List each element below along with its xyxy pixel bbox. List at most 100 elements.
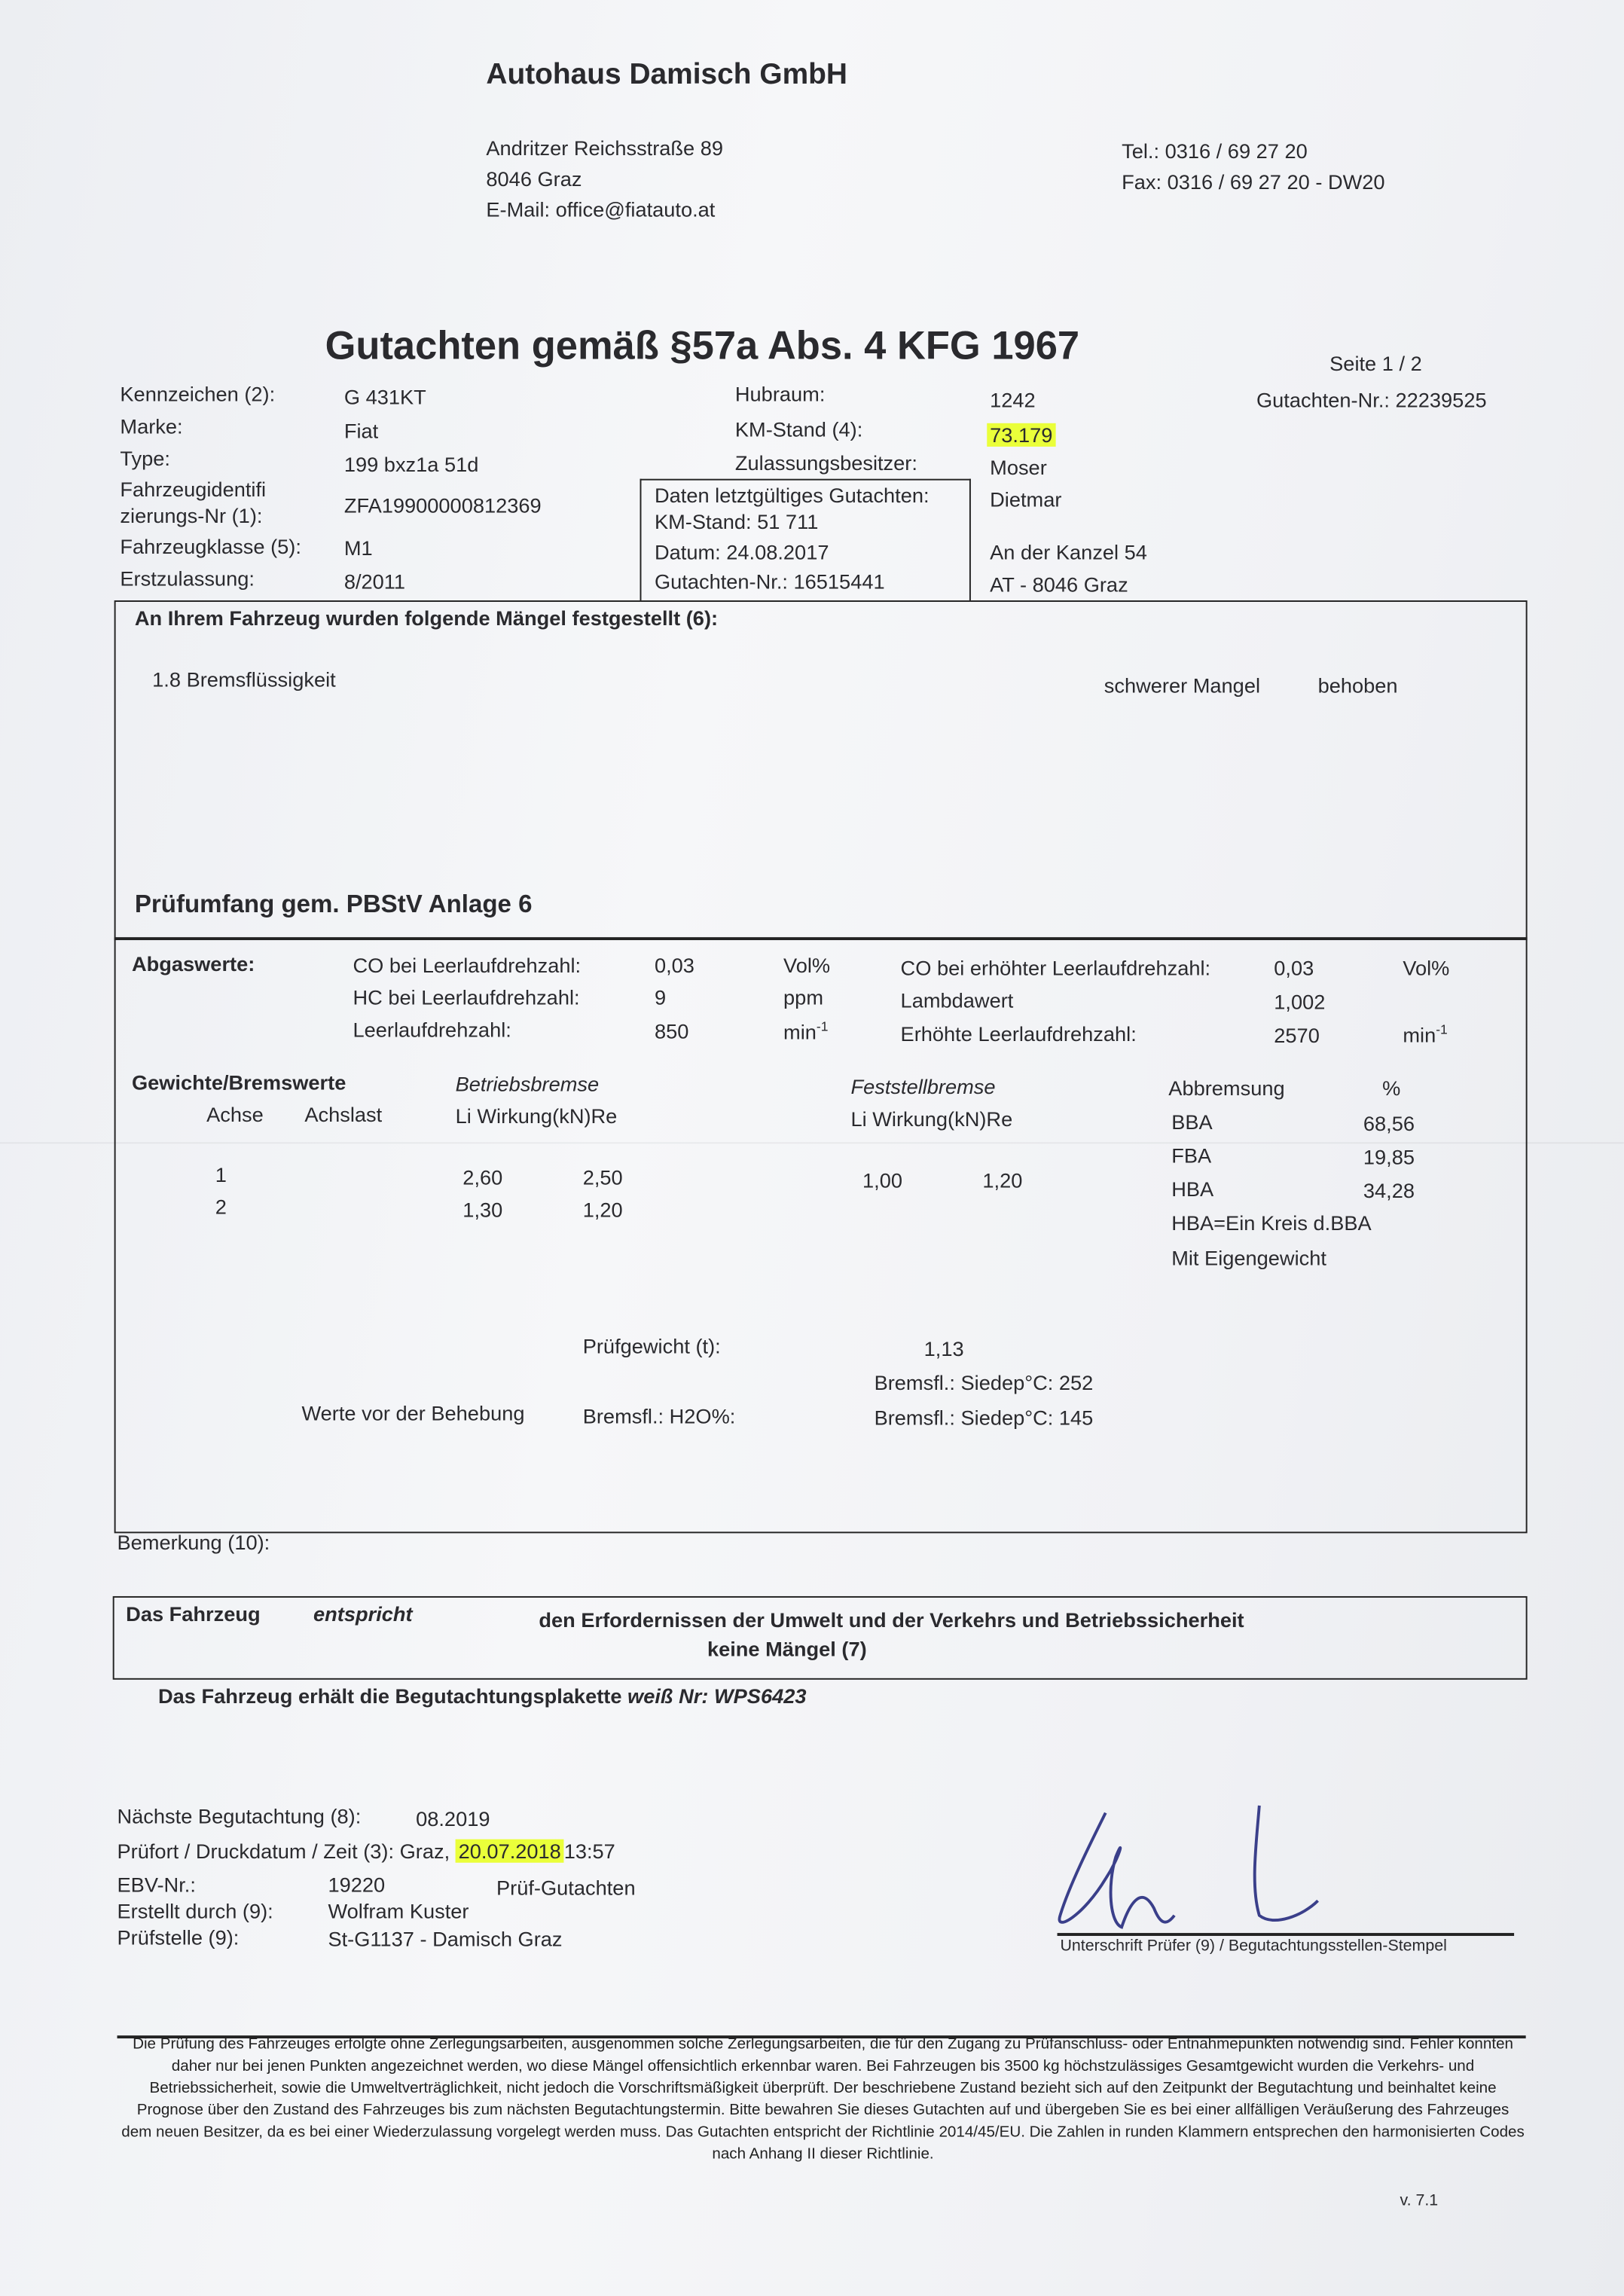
value: 1,13 [923, 1336, 964, 1360]
boiling-point: Bremsfl.: Siedep°C: 252 [874, 1370, 1094, 1394]
ratio-value: 19,85 [1363, 1145, 1415, 1169]
unit-exponent: -1 [1436, 1021, 1448, 1037]
parking-brake-heading: Feststellbremse [850, 1074, 996, 1098]
label: CO bei Leerlaufdrehzahl: [353, 953, 582, 977]
unit-text: min [783, 1020, 817, 1044]
label: Zulassungsbesitzer: [734, 450, 917, 475]
value: St-G1137 - Damisch Graz [328, 1927, 563, 1951]
unit: Vol% [1403, 956, 1450, 980]
value: 1,002 [1274, 990, 1326, 1014]
effect-heading: Li Wirkung(kN)Re [455, 1104, 618, 1128]
date-highlighted: 20.07.2018 [455, 1839, 564, 1863]
value: 2570 [1274, 1023, 1320, 1047]
signature-line [1057, 1933, 1515, 1936]
time: 13:57 [563, 1839, 615, 1863]
result-text: Das Fahrzeug [126, 1601, 261, 1626]
exhaust-label: Abgaswerte: [131, 951, 255, 975]
ratio-value: 34,28 [1363, 1178, 1415, 1203]
previous-date: Datum: 24.08.2017 [654, 540, 829, 564]
signature-icon [1058, 1805, 1319, 1929]
result-verdict: entspricht [313, 1601, 413, 1626]
defect-name: 1.8 Bremsflüssigkeit [152, 667, 336, 692]
owner-line: An der Kanzel 54 [990, 540, 1147, 564]
report-number: Gutachten-Nr.: 22239525 [1256, 388, 1487, 412]
label: Erstzulassung: [120, 566, 255, 591]
label: Hubraum: [734, 382, 826, 406]
sticker-text: Das Fahrzeug erhält die Begutachtungspla… [157, 1684, 622, 1708]
value: 8/2011 [343, 569, 406, 594]
defect-status: behoben [1317, 673, 1398, 698]
ratio-label: HBA [1171, 1177, 1214, 1201]
value: 2,50 [582, 1165, 623, 1189]
result-box [112, 1595, 1528, 1680]
value: 850 [654, 1019, 689, 1043]
tel: Tel.: 0316 / 69 27 20 [1122, 139, 1308, 163]
scope-heading: Prüfumfang gem. PBStV Anlage 6 [134, 890, 533, 918]
label: Nächste Begutachtung (8): [117, 1804, 362, 1828]
value: 19220 [328, 1873, 386, 1897]
previous-title: Daten letztgültiges Gutachten: [654, 483, 930, 507]
unit: Vol% [783, 953, 831, 977]
value: 1,00 [862, 1168, 902, 1192]
print-line: Prüfort / Druckdatum / Zeit (3): Graz, 2… [118, 1839, 615, 1863]
version: v. 7.1 [1400, 2192, 1439, 2210]
value: ZFA19900000812369 [343, 493, 542, 518]
value: 0,03 [1274, 956, 1314, 980]
service-brake-heading: Betriebsbremse [455, 1072, 600, 1096]
label: Prüfstelle (9): [117, 1925, 240, 1949]
boiling-point: Bremsfl.: Siedep°C: 145 [874, 1406, 1094, 1430]
label: Type: [120, 446, 170, 471]
label: Fahrzeugklasse (5): [120, 534, 301, 558]
owner-line: AT - 8046 Graz [990, 572, 1128, 597]
previous-number: Gutachten-Nr.: 16515441 [654, 569, 885, 594]
result-text: keine Mängel (7) [707, 1637, 867, 1661]
label: CO bei erhöhter Leerlaufdrehzahl: [900, 956, 1211, 980]
remarks-label: Bemerkung (10): [117, 1530, 270, 1554]
fax: Fax: 0316 / 69 27 20 - DW20 [1122, 169, 1385, 194]
label: KM-Stand (4): [734, 417, 863, 441]
value: 1,20 [982, 1168, 1023, 1192]
value: M1 [343, 536, 373, 560]
ratio-label: FBA [1171, 1143, 1212, 1168]
page-title: Gutachten gemäß §57a Abs. 4 KFG 1967 [325, 323, 1080, 368]
label: HC bei Leerlaufdrehzahl: [353, 985, 580, 1009]
owner-line: Dietmar [990, 487, 1062, 511]
divider [114, 937, 1528, 940]
label: zierungs-Nr (1): [120, 503, 263, 527]
label: Erhöhte Leerlaufdrehzahl: [900, 1021, 1137, 1046]
unit: min-1 [783, 1019, 828, 1044]
brakes-label: Gewichte/Bremswerte [131, 1070, 346, 1095]
axle-number: 1 [215, 1162, 227, 1186]
note: HBA=Ein Kreis d.BBA [1171, 1211, 1372, 1235]
previous-report-box [640, 478, 971, 601]
ratio-value: 68,56 [1363, 1111, 1415, 1135]
address-line: 8046 Graz [486, 166, 582, 191]
company-name: Autohaus Damisch GmbH [486, 58, 847, 91]
effect-heading: Li Wirkung(kN)Re [850, 1107, 1013, 1131]
value: 1242 [990, 388, 1036, 412]
signature-label: Unterschrift Prüfer (9) / Begutachtungss… [1060, 1937, 1447, 1956]
value: 0,03 [654, 953, 694, 977]
label: EBV-Nr.: [117, 1873, 196, 1897]
value: 08.2019 [416, 1806, 490, 1830]
axle-number: 2 [215, 1195, 227, 1219]
value: 1,20 [582, 1198, 623, 1222]
result-text: den Erfordernissen der Umwelt und der Ve… [539, 1608, 1244, 1632]
inspection-box [114, 600, 1528, 1534]
value: Fiat [343, 418, 379, 443]
page-number: Seite 1 / 2 [1329, 351, 1422, 375]
value: 2,60 [462, 1165, 503, 1189]
unit-exponent: -1 [816, 1019, 829, 1034]
braking-heading: Abbremsung [1168, 1076, 1285, 1100]
value: 1,30 [462, 1198, 503, 1222]
unit-text: min [1403, 1023, 1436, 1047]
axle-heading: Achse [206, 1102, 264, 1126]
address-line: Andritzer Reichsstraße 89 [486, 136, 724, 160]
note: Mit Eigengewicht [1171, 1246, 1326, 1270]
paper-fold [0, 1142, 1624, 1144]
km-value-highlighted: 73.179 [987, 423, 1056, 447]
label: Werte vor der Behebung [301, 1401, 525, 1425]
value: Wolfram Kuster [328, 1899, 469, 1923]
label: Marke: [120, 414, 183, 438]
